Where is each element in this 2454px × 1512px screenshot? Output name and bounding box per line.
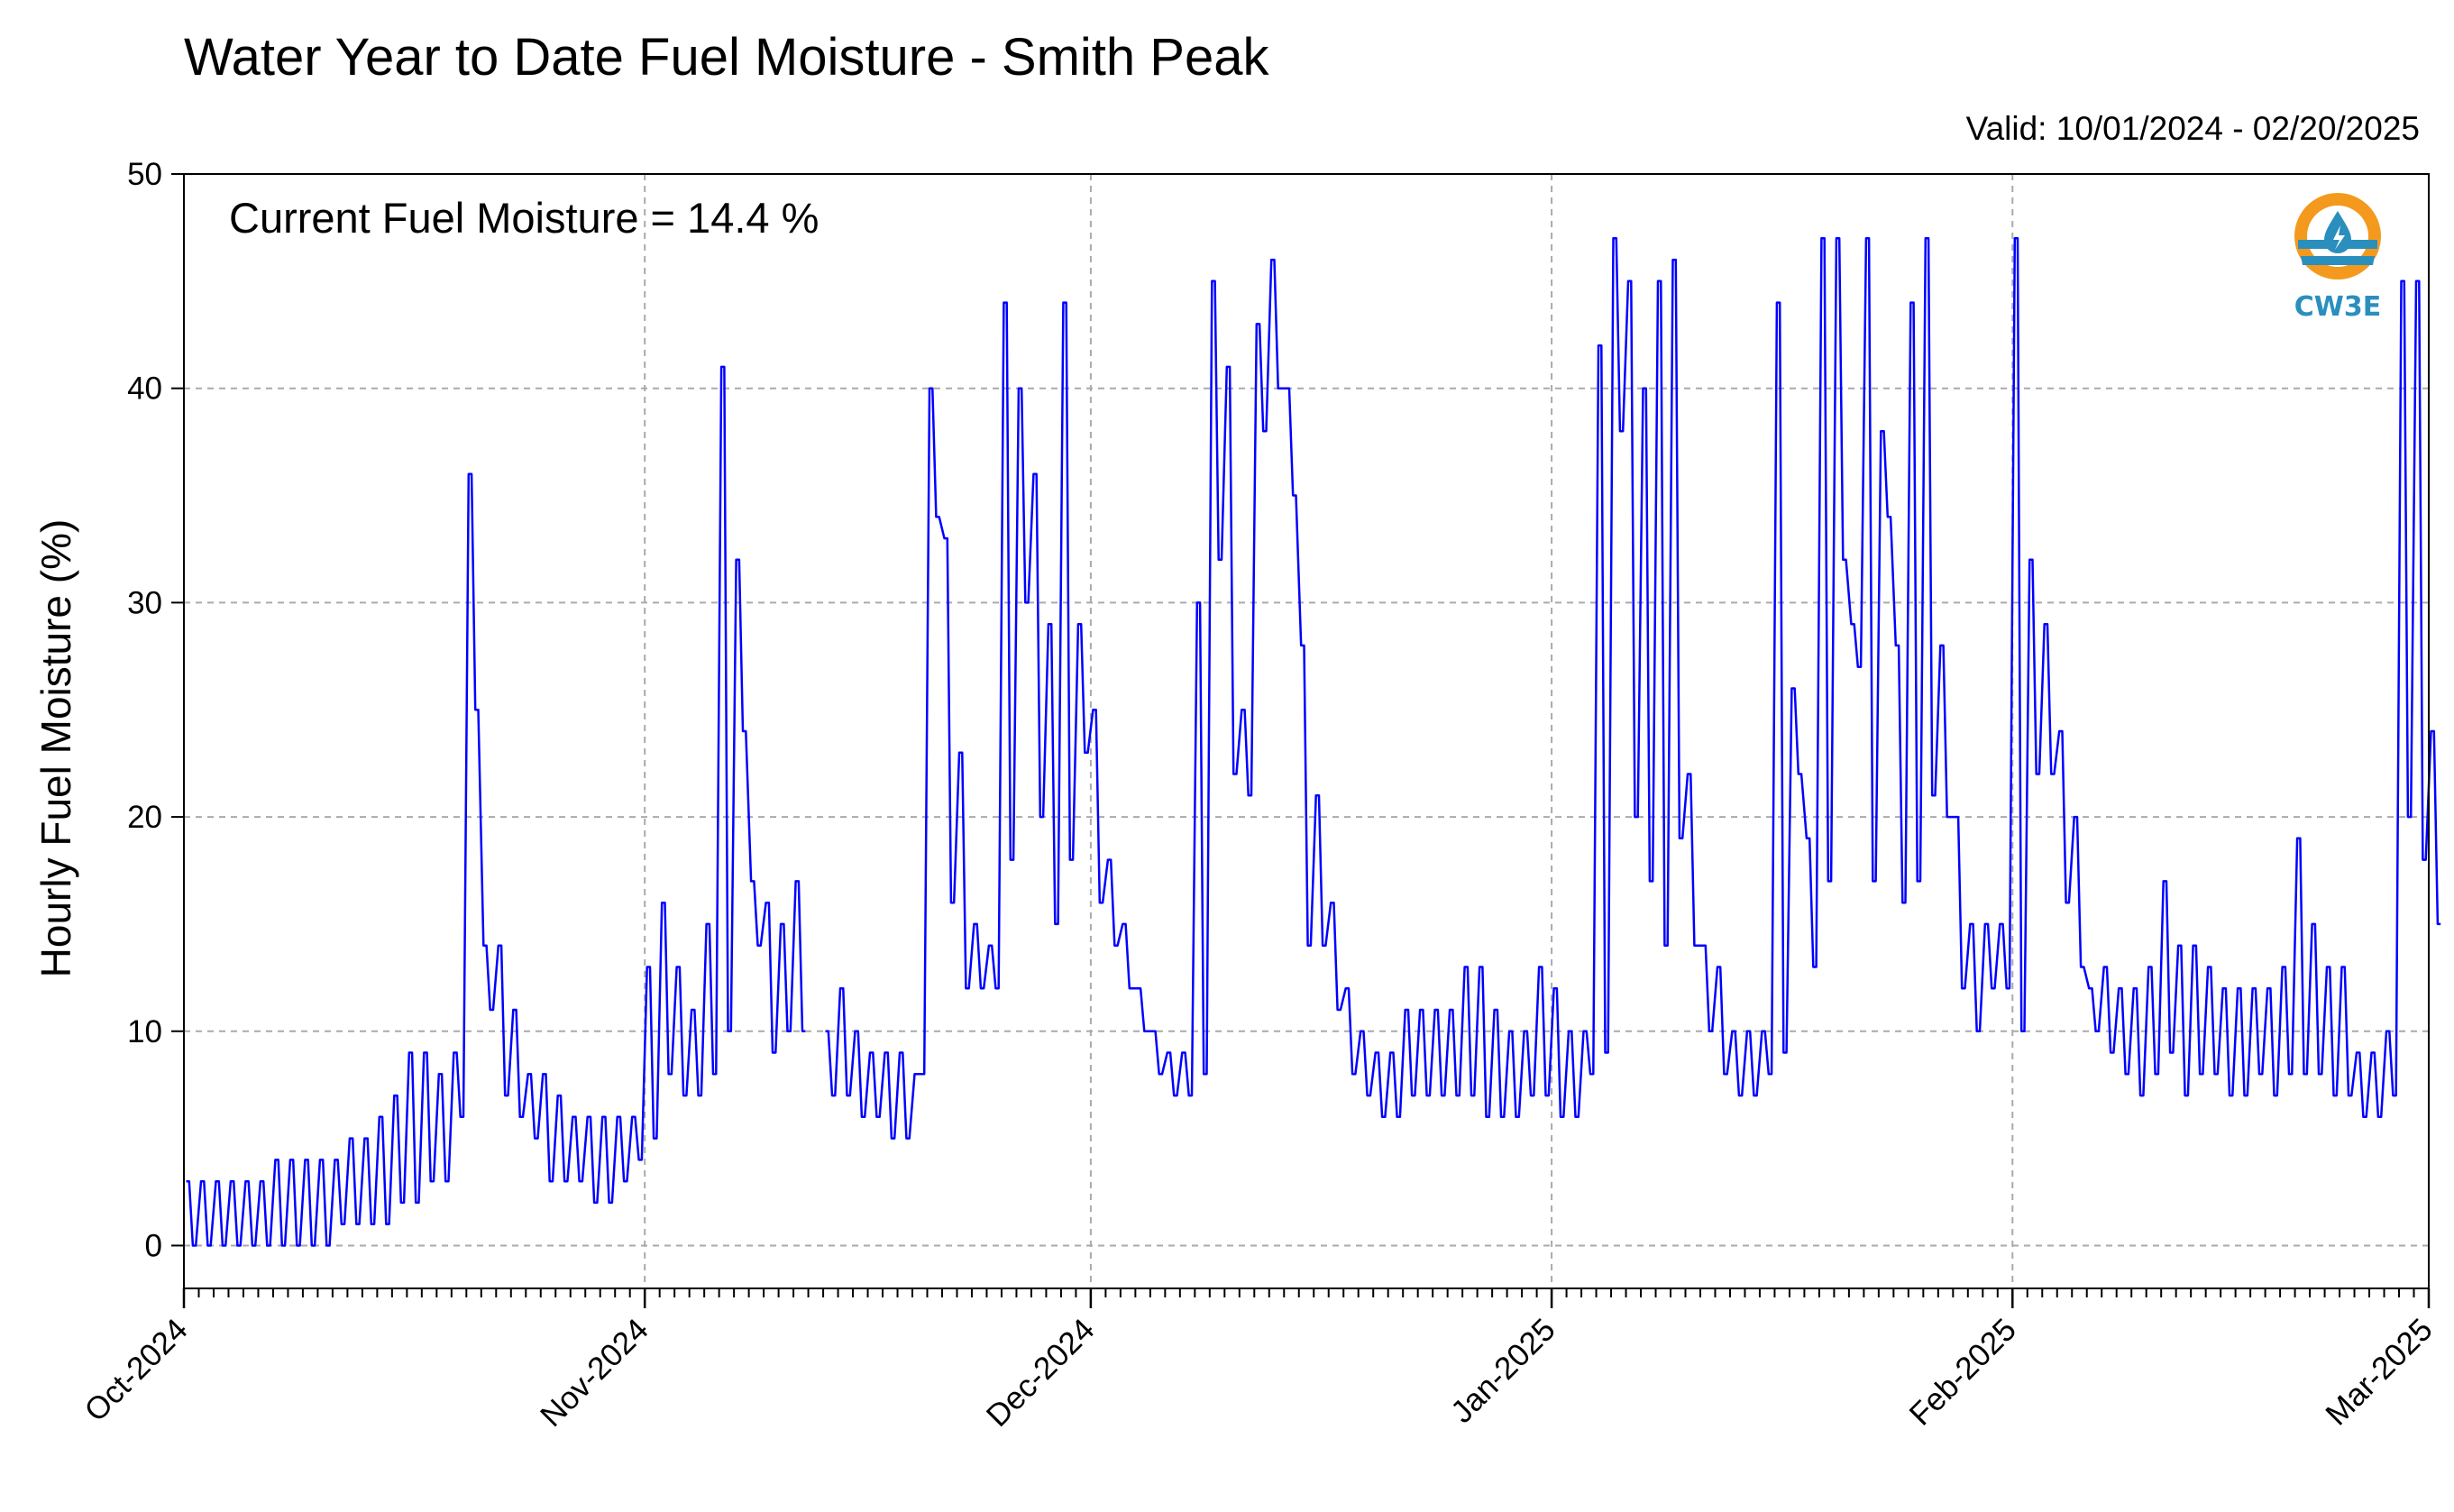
x-tick-label-mar-2025: Mar-2025 xyxy=(2319,1312,2439,1432)
y-tick-label-40: 40 xyxy=(127,371,162,407)
axes: 0 10 20 30 40 50 Oct-2024 Nov-2024 Dec-2024 Jan-2… xyxy=(78,157,2439,1434)
chart-title: Water Year to Date Fuel Moisture - Smith… xyxy=(184,28,1269,87)
x-tick-label-feb-2025: Feb-2025 xyxy=(1902,1312,2023,1433)
x-tick-label-dec-2024: Dec-2024 xyxy=(980,1312,1102,1434)
x-tick-label-jan-2025: Jan-2025 xyxy=(1444,1312,1562,1430)
series-line-segment-2 xyxy=(825,237,2441,1140)
cw3e-logo: CW3E xyxy=(2294,193,2381,323)
y-tick-label-30: 30 xyxy=(127,585,162,620)
grid-lines xyxy=(184,173,2429,1288)
x-tick-label-nov-2024: Nov-2024 xyxy=(534,1312,655,1434)
plot-frame xyxy=(183,173,2430,1289)
y-tick-label-20: 20 xyxy=(127,800,162,835)
x-tick-label-oct-2024: Oct-2024 xyxy=(78,1312,194,1428)
y-tick-label-50: 50 xyxy=(127,157,162,192)
y-axis-label: Hourly Fuel Moisture (%) xyxy=(32,519,79,978)
y-tick-label-0: 0 xyxy=(145,1228,162,1263)
logo-text: CW3E xyxy=(2294,291,2381,323)
water-drop-icon xyxy=(2294,193,2381,279)
fuel-moisture-series xyxy=(186,237,2441,1247)
valid-date-range: Valid: 10/01/2024 - 02/20/2025 xyxy=(1965,110,2420,147)
current-fuel-moisture-annotation: Current Fuel Moisture = 14.4 % xyxy=(229,194,819,242)
series-line-segment-1 xyxy=(186,365,806,1247)
y-tick-label-10: 10 xyxy=(127,1014,162,1049)
